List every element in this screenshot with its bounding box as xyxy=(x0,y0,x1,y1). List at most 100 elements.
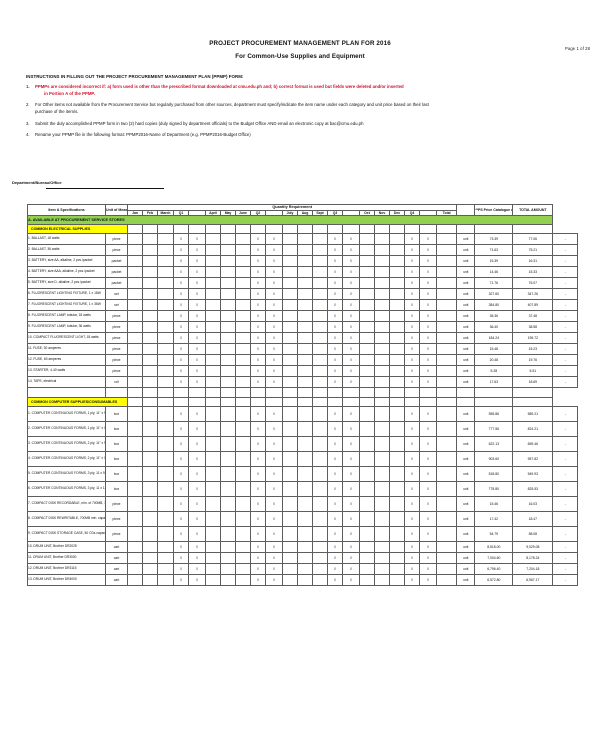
quantity-cell[interactable] xyxy=(282,265,298,278)
quantity-cell[interactable] xyxy=(127,353,143,366)
quantity-cell[interactable] xyxy=(282,435,298,452)
quantity-cell[interactable] xyxy=(282,540,298,553)
table-row[interactable]: 14. TAPE, electrical roll 0 0 0 0 0 0 0 0 unit 17.6… xyxy=(27,375,579,388)
quantity-cell[interactable] xyxy=(359,298,375,311)
quantity-cell[interactable] xyxy=(205,287,221,300)
quantity-cell[interactable] xyxy=(389,495,405,512)
quantity-cell[interactable] xyxy=(282,232,298,245)
table-row[interactable]: 11. DRUM UNIT, Brother DR3000 cart 0 0 0 0 0 0 0… xyxy=(27,551,579,564)
quantity-cell[interactable]: 0 xyxy=(265,495,283,512)
quantity-cell[interactable]: 0 xyxy=(265,480,283,497)
quantity-cell[interactable] xyxy=(157,276,174,289)
quantity-cell[interactable]: 0 xyxy=(404,276,420,289)
quantity-cell[interactable] xyxy=(282,287,298,300)
quantity-cell[interactable]: 0 xyxy=(327,573,343,586)
quantity-cell[interactable]: 0 xyxy=(342,465,360,482)
quantity-cell[interactable]: 0 xyxy=(404,495,420,512)
table-row[interactable]: 2. COMPUTER CONTINUOUS FORMS, 1 ply, 11"… xyxy=(27,420,579,437)
quantity-cell[interactable]: 0 xyxy=(404,405,420,422)
quantity-cell[interactable] xyxy=(220,495,236,512)
quantity-cell[interactable] xyxy=(374,540,390,553)
quantity-cell[interactable] xyxy=(389,375,405,388)
quantity-cell[interactable] xyxy=(435,525,458,542)
quantity-cell[interactable] xyxy=(312,435,328,452)
quantity-cell[interactable] xyxy=(157,525,174,542)
quantity-cell[interactable]: 0 xyxy=(327,525,343,542)
quantity-cell[interactable]: 0 xyxy=(265,320,283,333)
quantity-cell[interactable] xyxy=(282,364,298,377)
quantity-cell[interactable]: 0 xyxy=(419,320,437,333)
quantity-cell[interactable]: 0 xyxy=(265,405,283,422)
quantity-cell[interactable] xyxy=(312,342,328,355)
quantity-cell[interactable]: 0 xyxy=(342,298,360,311)
quantity-cell[interactable] xyxy=(205,465,221,482)
quantity-cell[interactable] xyxy=(297,287,313,300)
quantity-cell[interactable] xyxy=(389,435,405,452)
quantity-cell[interactable]: 0 xyxy=(265,450,283,467)
quantity-cell[interactable] xyxy=(297,265,313,278)
quantity-cell[interactable] xyxy=(157,265,174,278)
quantity-cell[interactable] xyxy=(389,573,405,586)
quantity-cell[interactable] xyxy=(312,510,328,527)
quantity-cell[interactable] xyxy=(282,405,298,422)
quantity-cell[interactable] xyxy=(435,265,458,278)
quantity-cell[interactable]: 0 xyxy=(250,320,266,333)
quantity-cell[interactable] xyxy=(142,375,158,388)
quantity-cell[interactable]: 0 xyxy=(419,562,437,575)
quantity-cell[interactable] xyxy=(157,495,174,512)
quantity-cell[interactable] xyxy=(312,276,328,289)
quantity-cell[interactable] xyxy=(297,465,313,482)
quantity-cell[interactable] xyxy=(297,450,313,467)
quantity-cell[interactable] xyxy=(235,480,251,497)
quantity-cell[interactable]: 0 xyxy=(327,265,343,278)
quantity-cell[interactable] xyxy=(374,265,390,278)
quantity-cell[interactable]: 0 xyxy=(404,562,420,575)
quantity-cell[interactable]: 0 xyxy=(188,243,206,256)
quantity-cell[interactable] xyxy=(389,551,405,564)
quantity-cell[interactable] xyxy=(235,342,251,355)
quantity-cell[interactable] xyxy=(435,331,458,344)
quantity-cell[interactable] xyxy=(220,480,236,497)
quantity-cell[interactable]: 0 xyxy=(188,465,206,482)
table-row[interactable]: 8. COMPACT DISK REWRITABLE, 700MB min. c… xyxy=(27,510,579,527)
quantity-cell[interactable] xyxy=(220,551,236,564)
quantity-cell[interactable] xyxy=(359,375,375,388)
quantity-cell[interactable] xyxy=(157,450,174,467)
quantity-cell[interactable]: 0 xyxy=(265,510,283,527)
quantity-cell[interactable]: 0 xyxy=(265,562,283,575)
quantity-cell[interactable] xyxy=(205,375,221,388)
quantity-cell[interactable] xyxy=(235,405,251,422)
quantity-cell[interactable]: 0 xyxy=(404,525,420,542)
quantity-cell[interactable] xyxy=(235,243,251,256)
quantity-cell[interactable]: 0 xyxy=(342,480,360,497)
quantity-cell[interactable] xyxy=(282,562,298,575)
quantity-cell[interactable]: 0 xyxy=(173,364,189,377)
table-row[interactable]: 1. BALLAST, 18 watts piece 0 0 0 0 0 0 0 0 unit 73.… xyxy=(27,232,579,245)
quantity-cell[interactable]: 0 xyxy=(342,364,360,377)
quantity-cell[interactable] xyxy=(157,331,174,344)
quantity-cell[interactable] xyxy=(312,232,328,245)
quantity-cell[interactable]: 0 xyxy=(188,331,206,344)
quantity-cell[interactable] xyxy=(142,342,158,355)
quantity-cell[interactable] xyxy=(359,573,375,586)
quantity-cell[interactable]: 0 xyxy=(404,435,420,452)
quantity-cell[interactable] xyxy=(297,232,313,245)
quantity-cell[interactable]: 0 xyxy=(342,435,360,452)
table-row[interactable]: 7. COMPACT DISK RECORDABLE, min. of 700M… xyxy=(27,495,579,512)
table-row[interactable]: 4. BATTERY, size AAA, alkaline, 2 pcs./p… xyxy=(27,265,579,278)
quantity-cell[interactable] xyxy=(312,254,328,267)
quantity-cell[interactable]: 0 xyxy=(419,309,437,322)
quantity-cell[interactable] xyxy=(389,480,405,497)
quantity-cell[interactable]: 0 xyxy=(250,243,266,256)
quantity-cell[interactable] xyxy=(142,510,158,527)
quantity-cell[interactable]: 0 xyxy=(419,276,437,289)
quantity-cell[interactable] xyxy=(127,562,143,575)
quantity-cell[interactable] xyxy=(220,510,236,527)
quantity-cell[interactable] xyxy=(142,562,158,575)
quantity-cell[interactable]: 0 xyxy=(173,309,189,322)
quantity-cell[interactable]: 0 xyxy=(327,243,343,256)
quantity-cell[interactable]: 0 xyxy=(265,254,283,267)
quantity-cell[interactable] xyxy=(127,320,143,333)
quantity-cell[interactable] xyxy=(297,298,313,311)
quantity-cell[interactable] xyxy=(282,320,298,333)
